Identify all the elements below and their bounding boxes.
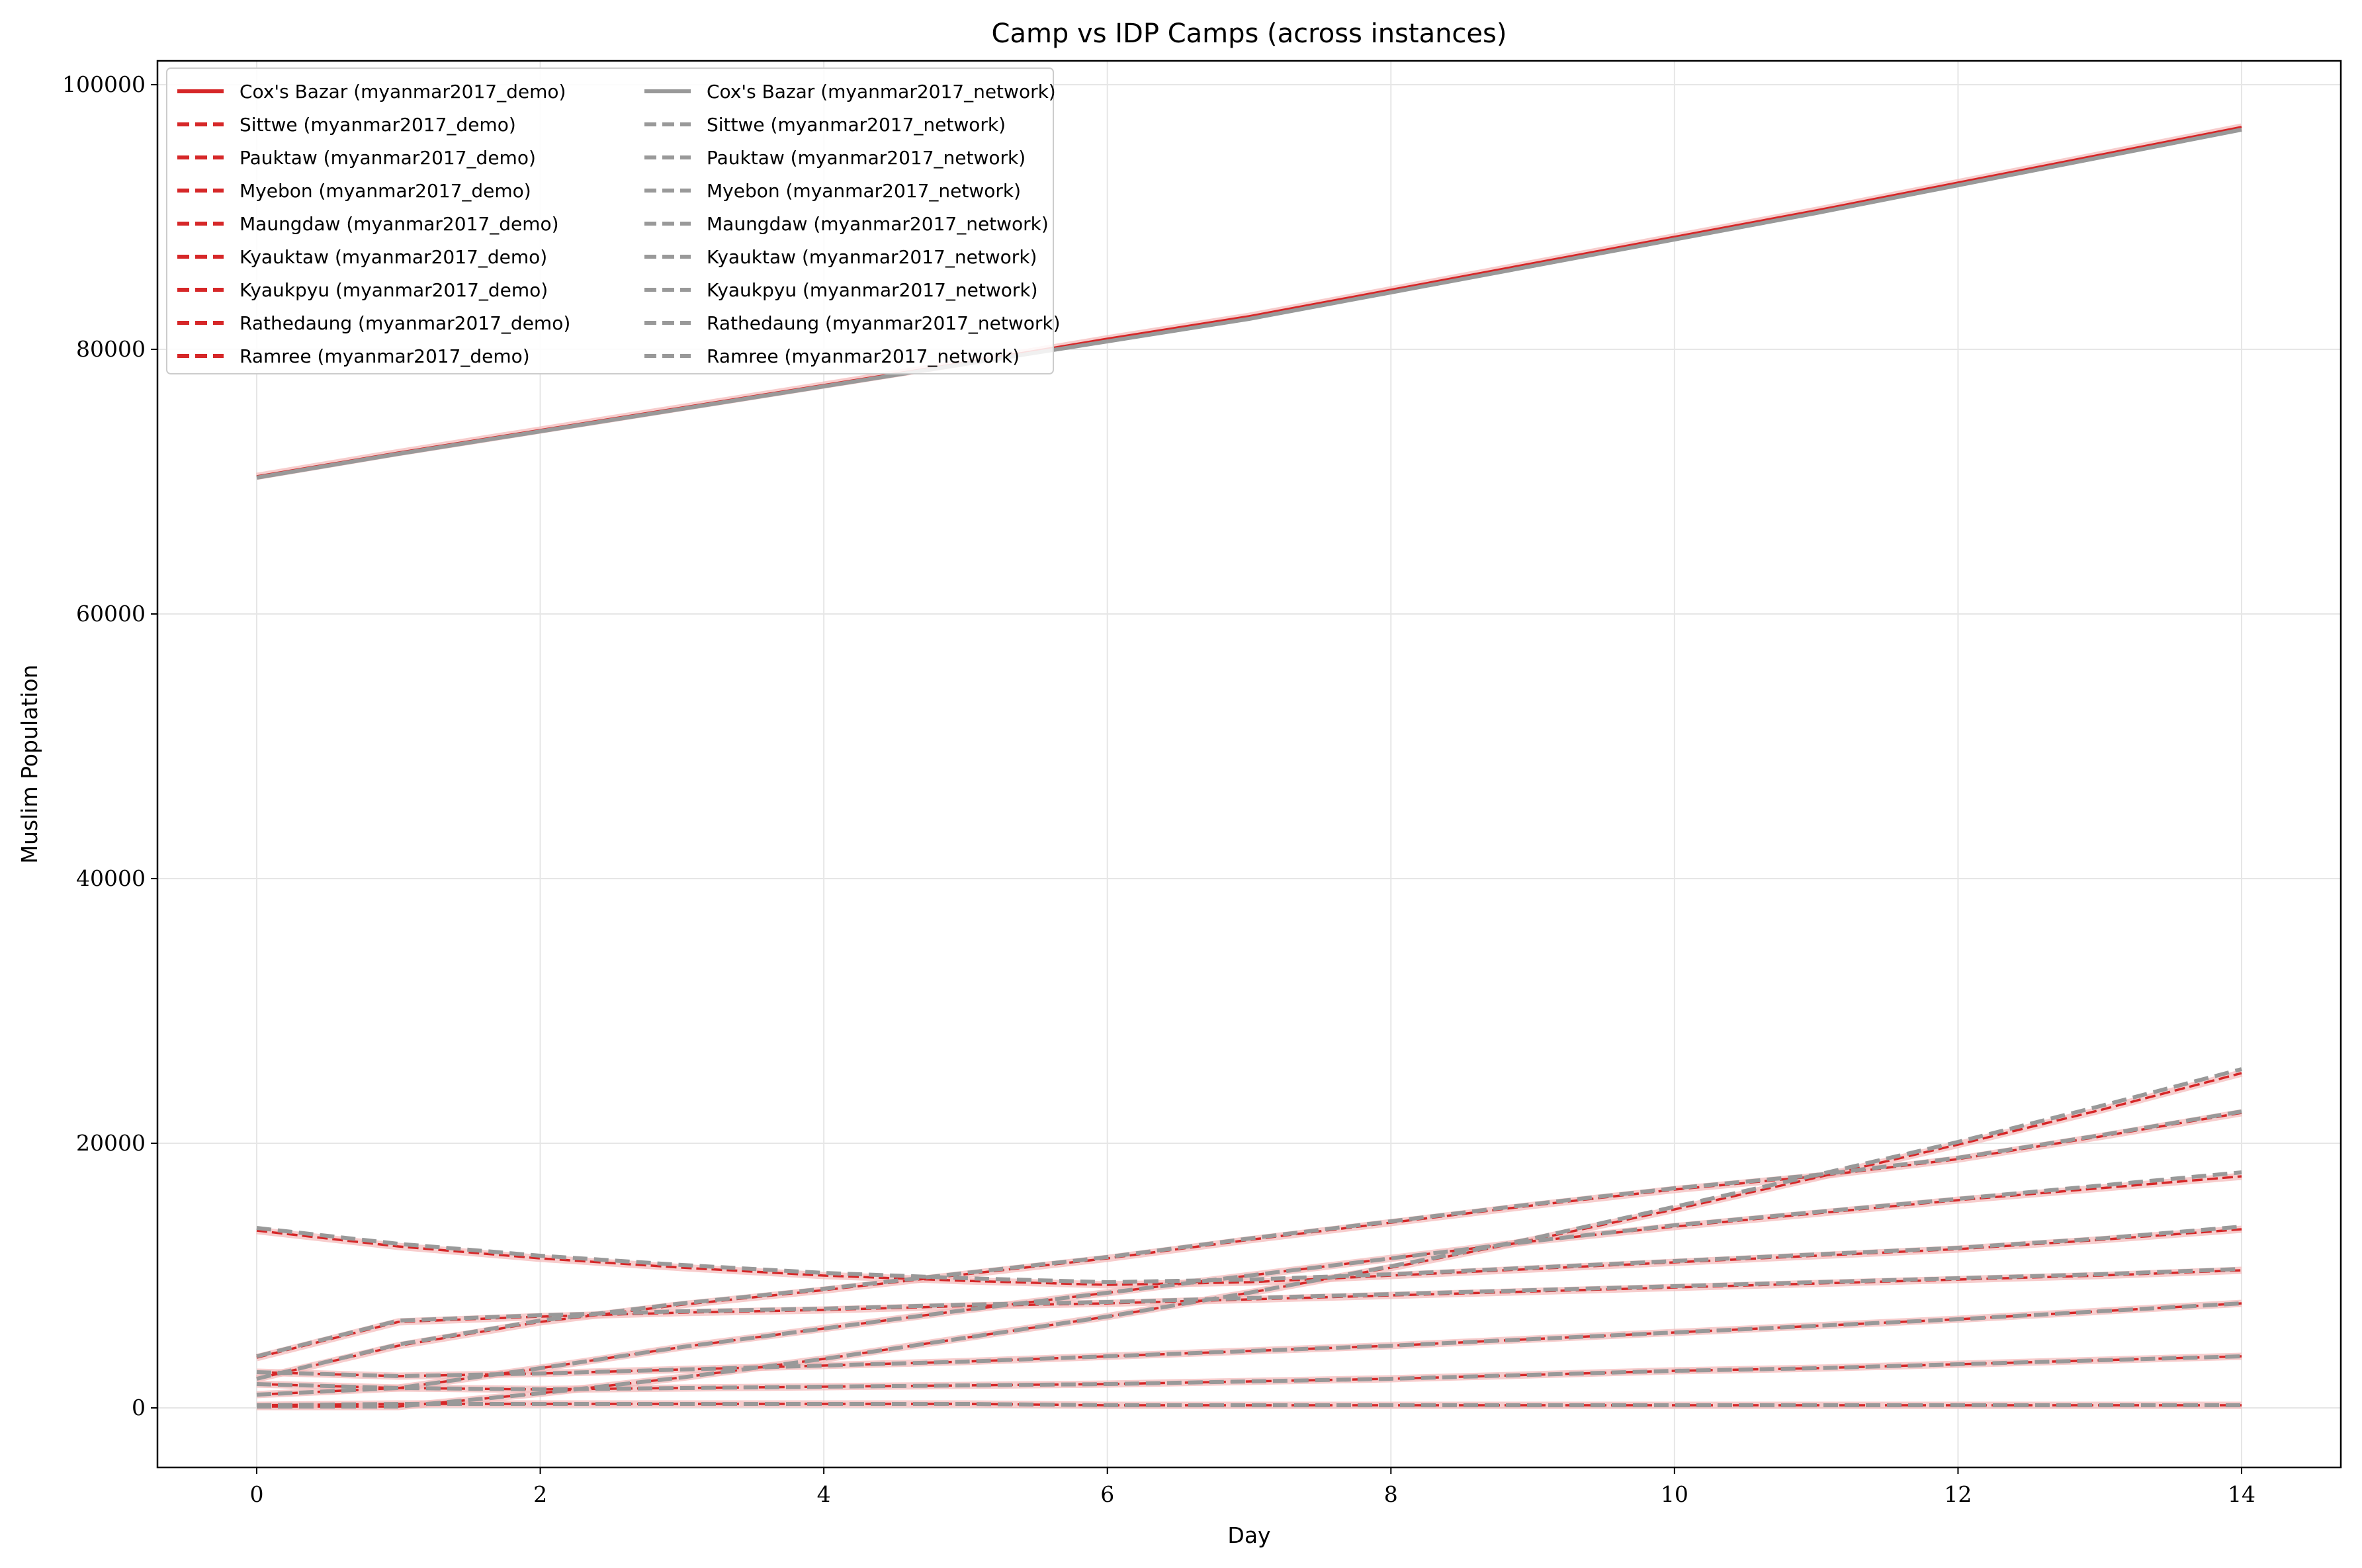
legend-label: Kyaukpyu (myanmar2017_network) [707, 279, 1038, 301]
legend-label: Maungdaw (myanmar2017_demo) [240, 213, 559, 235]
x-tick-label: 6 [1100, 1481, 1114, 1507]
y-tick-label: 60000 [76, 601, 146, 627]
series-line-pauktaw-myanmar2017-demo [257, 1113, 2242, 1379]
legend-label: Sittwe (myanmar2017_network) [707, 114, 1006, 136]
y-tick-label: 20000 [76, 1130, 146, 1156]
legend-label: Kyauktaw (myanmar2017_network) [707, 246, 1037, 268]
chart-title: Camp vs IDP Camps (across instances) [992, 19, 1507, 49]
y-tick-label: 80000 [76, 336, 146, 362]
x-tick-label: 8 [1384, 1481, 1398, 1507]
legend-label: Maungdaw (myanmar2017_network) [707, 213, 1049, 235]
legend-label: Ramree (myanmar2017_network) [707, 345, 1020, 367]
legend-label: Myebon (myanmar2017_demo) [240, 180, 531, 202]
x-axis-label: Day [1227, 1522, 1270, 1548]
legend-label: Pauktaw (myanmar2017_demo) [240, 147, 536, 169]
x-tick-label: 14 [2228, 1481, 2255, 1507]
x-tick-label: 0 [250, 1481, 264, 1507]
x-tick-label: 12 [1944, 1481, 1972, 1507]
legend-label: Ramree (myanmar2017_demo) [240, 345, 530, 367]
legend-label: Kyauktaw (myanmar2017_demo) [240, 246, 547, 268]
y-tick-label: 0 [132, 1395, 146, 1420]
y-tick-label: 100000 [62, 71, 146, 97]
legend-label: Cox's Bazar (myanmar2017_network) [707, 81, 1056, 103]
x-tick-label: 4 [817, 1481, 831, 1507]
x-tick-label: 2 [533, 1481, 547, 1507]
legend-label: Rathedaung (myanmar2017_network) [707, 312, 1061, 334]
legend-label: Pauktaw (myanmar2017_network) [707, 147, 1026, 169]
legend: Cox's Bazar (myanmar2017_demo) Sittwe (my… [167, 68, 1061, 374]
legend-label: Cox's Bazar (myanmar2017_demo) [240, 81, 566, 103]
legend-label: Myebon (myanmar2017_network) [707, 180, 1021, 202]
y-tick-label: 40000 [76, 865, 146, 891]
x-tick-label: 10 [1661, 1481, 1688, 1507]
band-pauktaw-myanmar2017-demo [257, 1113, 2242, 1379]
legend-label: Rathedaung (myanmar2017_demo) [240, 312, 570, 334]
legend-label: Sittwe (myanmar2017_demo) [240, 114, 516, 136]
legend-label: Kyaukpyu (myanmar2017_demo) [240, 279, 548, 301]
y-axis-label: Muslim Population [17, 665, 42, 864]
